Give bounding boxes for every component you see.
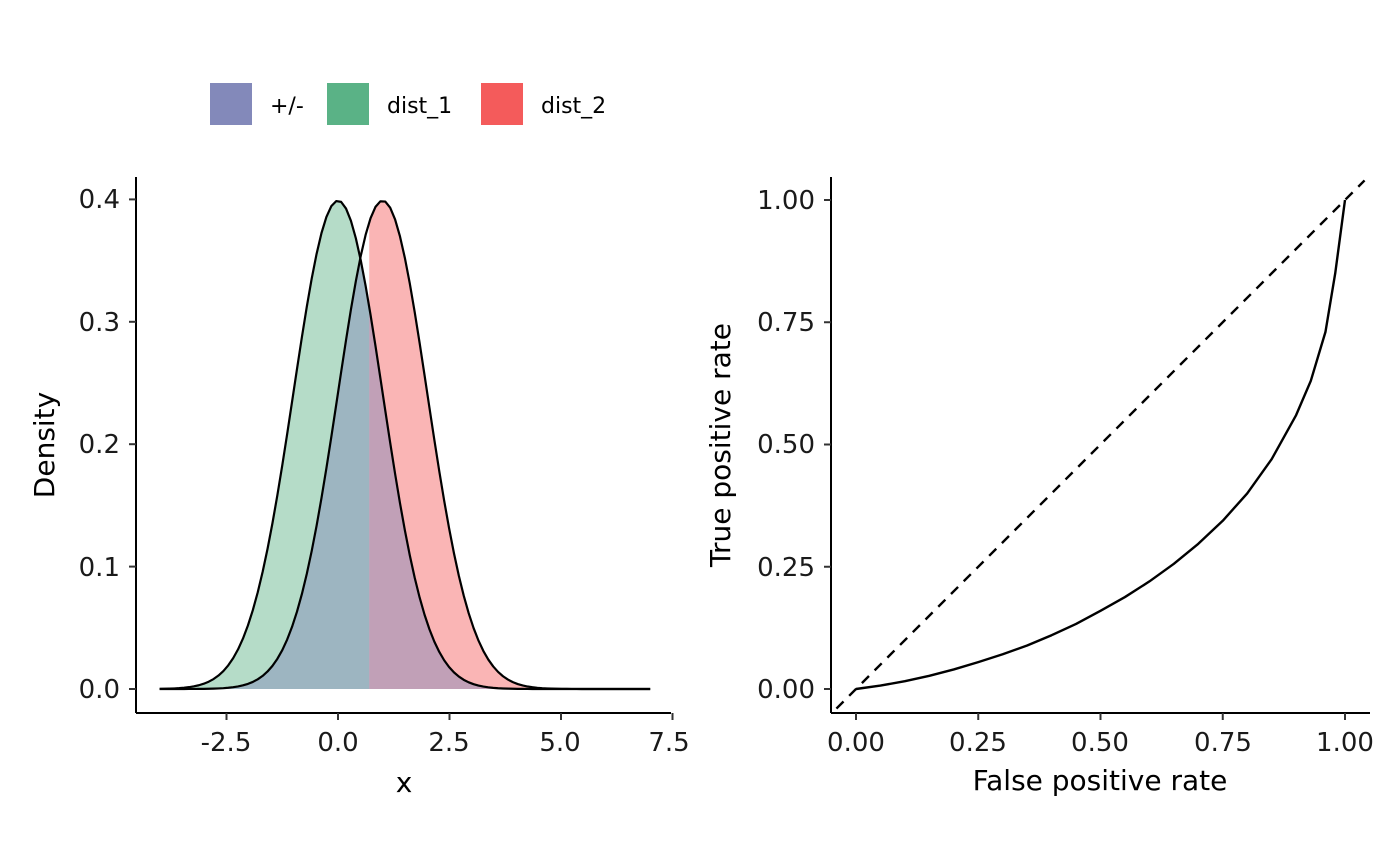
- density-y-tick-labels: 0.0 0.1 0.2 0.3 0.4: [79, 185, 120, 705]
- density-x-tick-labels: -2.5 0.0 2.5 5.0 7.5: [201, 728, 690, 758]
- dist-2-line: [159, 200, 651, 691]
- legend-label-dist-1: dist_1: [387, 94, 452, 119]
- roc-x-tick-label: 1.00: [1316, 728, 1374, 758]
- roc-x-tick-labels: 0.00 0.25 0.50 0.75 1.00: [827, 728, 1374, 758]
- roc-y-tick-label: 0.50: [757, 430, 815, 460]
- legend: +/- dist_1 dist_2: [210, 83, 606, 125]
- roc-y-tick-label: 1.00: [757, 186, 815, 216]
- roc-y-tick-label: 0.25: [757, 553, 815, 583]
- dist-1-area: [159, 201, 370, 689]
- roc-y-tick-label: 0.00: [757, 675, 815, 705]
- density-y-tick-label: 0.3: [79, 308, 120, 338]
- legend-swatch-plusminus: [210, 83, 252, 125]
- roc-y-tick-labels: 0.00 0.25 0.50 0.75 1.00: [757, 186, 815, 705]
- density-x-tick-label: 5.0: [539, 728, 580, 758]
- roc-x-tick-label: 0.50: [1071, 728, 1129, 758]
- density-y-tick-label: 0.2: [79, 430, 120, 460]
- density-lines: [159, 199, 651, 691]
- density-y-tick-label: 0.1: [79, 553, 120, 583]
- density-areas: [159, 201, 651, 690]
- density-y-axis-title: Density: [28, 392, 61, 498]
- roc-y-tick-label: 0.75: [757, 308, 815, 338]
- density-y-tick-label: 0.4: [79, 185, 120, 215]
- density-y-tick-label: 0.0: [79, 675, 120, 705]
- roc-curve: [855, 199, 1347, 691]
- roc-ticks: [824, 199, 1346, 720]
- legend-swatch-dist-2: [481, 83, 523, 125]
- density-x-tick-label: 2.5: [428, 728, 469, 758]
- legend-label-dist-2: dist_2: [541, 94, 606, 119]
- dist-2-area: [369, 201, 651, 690]
- density-x-tick-label: 7.5: [648, 728, 689, 758]
- legend-label-plusminus: +/-: [270, 94, 304, 119]
- legend-swatch-dist-1: [327, 83, 369, 125]
- plusminus-area: [159, 260, 651, 689]
- density-panel: -2.5 0.0 2.5 5.0 7.5 0.0 0.1 0.2 0.3 0.4…: [28, 177, 690, 799]
- roc-panel: 0.00 0.25 0.50 0.75 1.00 0.00 0.25 0.50 …: [704, 177, 1374, 797]
- density-ticks: [129, 198, 674, 720]
- roc-x-tick-label: 0.00: [827, 728, 885, 758]
- roc-x-tick-label: 0.25: [949, 728, 1007, 758]
- density-x-tick-label: -2.5: [201, 728, 252, 758]
- roc-y-axis-title: True positive rate: [704, 323, 737, 568]
- roc-lines: [835, 179, 1366, 710]
- density-x-axis-title: x: [396, 766, 413, 799]
- roc-diagonal-line: [835, 179, 1366, 710]
- roc-x-axis-title: False positive rate: [973, 764, 1228, 797]
- roc-x-tick-label: 0.75: [1194, 728, 1252, 758]
- density-x-tick-label: 0.0: [317, 728, 358, 758]
